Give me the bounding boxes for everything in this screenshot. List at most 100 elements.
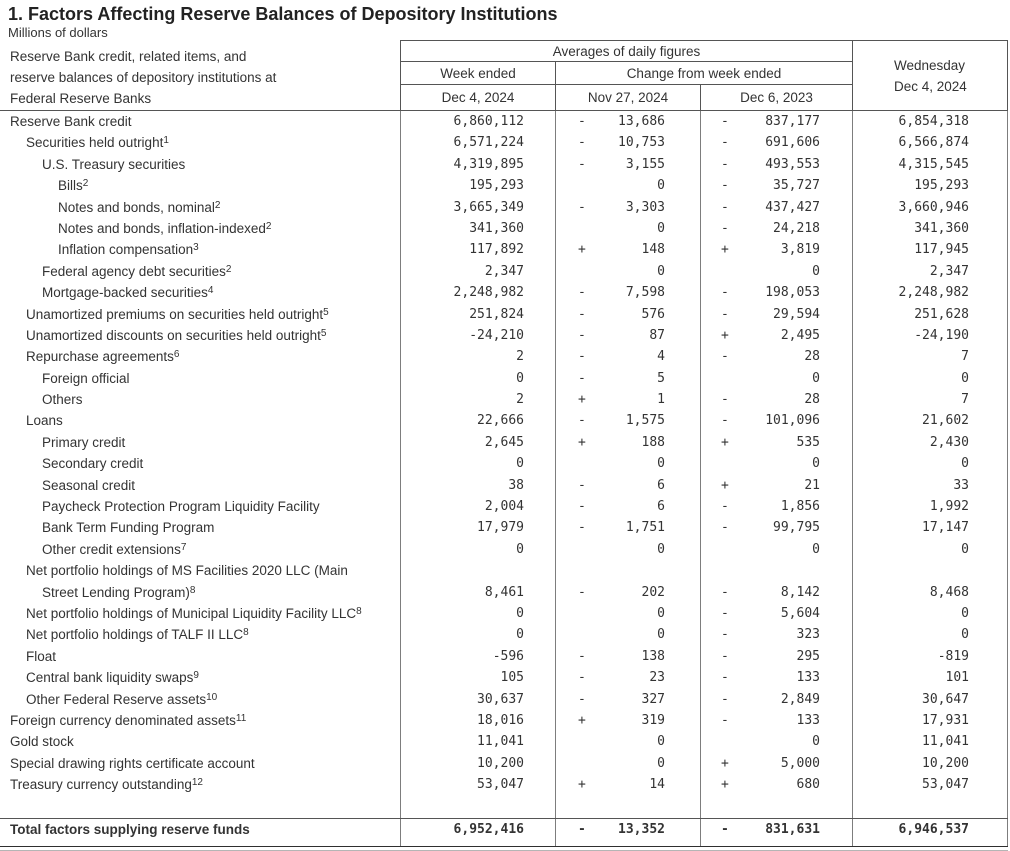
change-prior-year: - 437,427 [700, 196, 852, 218]
change-sign: - [578, 822, 586, 838]
change-sign: + [578, 777, 586, 793]
wednesday-value [852, 795, 1008, 818]
footnote-marker: 2 [214, 199, 221, 211]
change-sign: - [721, 156, 729, 172]
table-row: Bank Term Funding Program 17,979 - 1,751 - 99… [0, 517, 1008, 539]
change-value: 198,053 [765, 285, 820, 301]
row-label-text: Street Lending Program)8 [42, 584, 196, 600]
row-label: Net portfolio holdings of Municipal Liqu… [0, 603, 400, 624]
footnote-marker: 9 [193, 670, 199, 682]
change-sign: + [721, 755, 729, 771]
week-ended-value: 0 [400, 538, 555, 561]
row-label-text: Foreign currency denominated assets11 [10, 712, 247, 728]
table-row: Reserve Bank credit 6,860,112 - 13,686 - 837,… [0, 111, 1008, 133]
row-label-text: Federal agency debt securities2 [42, 263, 232, 279]
week-ended-value: 0 [400, 367, 555, 390]
row-label-text: Securities held outright1 [26, 135, 169, 151]
change-value: 0 [657, 541, 665, 557]
row-label: Paycheck Protection Program Liquidity Fa… [0, 496, 400, 517]
week-ended-value: 195,293 [400, 175, 555, 197]
change-value: 29,594 [773, 306, 820, 322]
row-label-text: Bank Term Funding Program [42, 520, 215, 536]
row-label-text: Net portfolio holdings of Municipal Liqu… [26, 606, 362, 621]
wednesday-value: -819 [852, 645, 1008, 668]
change-prior-week: 0 [555, 217, 700, 240]
wednesday-value: 30,647 [852, 688, 1008, 710]
change-prior-year: - 493,553 [700, 153, 852, 176]
footnote-marker: 11 [235, 712, 247, 724]
change-prior-year: +5,000 [700, 752, 852, 775]
row-label-text: Primary credit [42, 434, 126, 450]
change-sign: - [721, 648, 729, 664]
wednesday-value: 251,628 [852, 303, 1008, 325]
table-row: Other Federal Reserve assets10 30,637 - 327… [0, 688, 1008, 710]
row-label: Other credit extensions7 [0, 539, 400, 560]
row-label: Central bank liquidity swaps9 [0, 667, 400, 688]
week-ended-value: 6,571,224 [400, 132, 555, 154]
row-label-text: Notes and bonds, nominal2 [58, 199, 221, 215]
change-sign: - [721, 392, 729, 408]
week-ended-value: 2,004 [400, 496, 555, 518]
change-prior-week: 0 [555, 603, 700, 625]
row-label: Others [0, 389, 400, 410]
week-ended-value: 2 [400, 346, 555, 368]
row-label: Foreign official [0, 368, 400, 389]
change-value: 7,598 [625, 285, 665, 301]
table-row: Bills2 195,293 0 - 35,727 195,293 [0, 175, 1008, 197]
table-row: Special drawing rights certificate accou… [0, 752, 1008, 775]
change-value: 5,000 [780, 755, 820, 771]
change-prior-week: +148 [555, 239, 700, 261]
wednesday-value: 1,992 [852, 496, 1008, 518]
change-sign: - [578, 156, 586, 172]
change-prior-week: +1 [555, 389, 700, 411]
change-prior-week: -6 [555, 496, 700, 518]
change-prior-year: - 2,849 [700, 688, 852, 710]
week-ended-value: 341,360 [400, 217, 555, 240]
row-label: Mortgage-backed securities4 [0, 282, 400, 303]
factors-table: Reserve Bank credit, related items, and … [0, 40, 1008, 847]
row-label: Loans [0, 410, 400, 431]
change-value: 188 [641, 434, 665, 450]
row-label-text: Net portfolio holdings of MS Facilities … [26, 563, 348, 579]
week-ended-value: -596 [400, 645, 555, 668]
change-prior-year: - 99,795 [700, 517, 852, 539]
table-body: Reserve Bank credit 6,860,112-13,686-837,… [0, 111, 1008, 847]
change-prior-week: 0 [555, 175, 700, 197]
change-value: 13,686 [618, 114, 665, 129]
change-sign: - [578, 135, 586, 151]
change-sign: - [578, 499, 586, 515]
week-ended-value: 8,461 [400, 560, 555, 604]
footnote-marker: 2 [225, 263, 232, 275]
table-row: Notes and bonds, nominal2 3,665,349 - 3,303… [0, 196, 1008, 218]
footnote-marker: 12 [191, 777, 203, 789]
row-label-text: Bills2 [58, 178, 89, 194]
change-prior-week: 0 [555, 260, 700, 283]
row-label-text: Unamortized discounts on securities held… [26, 327, 327, 343]
change-prior-week [555, 795, 700, 818]
change-value: 23 [649, 670, 665, 686]
change-prior-week: - 1,575 [555, 410, 700, 432]
row-label: Federal agency debt securities2 [0, 261, 400, 282]
row-label-text: Paycheck Protection Program Liquidity Fa… [42, 499, 320, 515]
change-prior-week: -6 [555, 474, 700, 497]
row-label: Securities held outright1 [0, 132, 400, 153]
table-row: U.S. Treasury securities 4,319,895-3,155-… [0, 153, 1008, 176]
row-label-text: Float [26, 648, 57, 664]
row-label: Float [0, 646, 400, 667]
change-prior-week: - 576 [555, 303, 700, 325]
change-prior-week: 0 [555, 453, 700, 475]
table-row: Foreign official 0-5 0 0 [0, 367, 1008, 390]
change-sign: - [721, 822, 729, 838]
row-label: Net portfolio holdings of MS Facilities … [0, 560, 400, 603]
change-prior-year: - 29,594 [700, 303, 852, 325]
row-label [0, 796, 400, 818]
wednesday-value: 117,945 [852, 239, 1008, 261]
change-value: 202 [641, 584, 665, 600]
change-prior-year: - 1,856 [700, 496, 852, 518]
change-date-prior-year: Dec 6, 2023 [700, 85, 852, 110]
change-value: 0 [812, 734, 820, 750]
change-sign: + [578, 242, 586, 258]
week-ended-value: 2,347 [400, 260, 555, 283]
week-ended-value: 2,248,982 [400, 282, 555, 304]
wednesday-value: -24,190 [852, 324, 1008, 347]
